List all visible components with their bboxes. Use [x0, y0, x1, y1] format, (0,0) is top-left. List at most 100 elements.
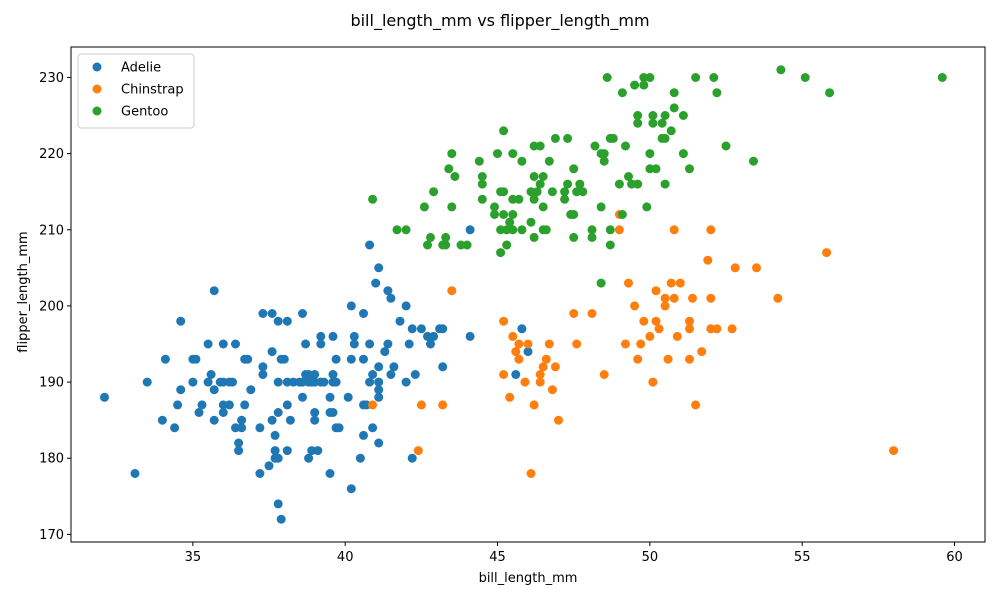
data-point: [499, 187, 509, 197]
data-point: [267, 309, 277, 318]
data-point: [194, 408, 204, 417]
data-point: [493, 149, 502, 159]
data-point: [688, 293, 697, 303]
points-layer: [100, 65, 947, 524]
data-point: [633, 118, 643, 128]
data-point: [538, 172, 548, 181]
data-point: [359, 309, 368, 318]
data-point: [633, 179, 643, 189]
data-point: [374, 385, 384, 395]
data-point: [669, 103, 679, 113]
data-point: [630, 80, 640, 90]
data-point: [255, 423, 265, 433]
data-point: [419, 202, 429, 212]
data-point: [410, 370, 420, 379]
data-point: [447, 202, 457, 212]
data-point: [669, 293, 679, 303]
data-point: [569, 164, 579, 174]
data-point: [490, 202, 499, 212]
series-gentoo: [368, 65, 947, 288]
data-point: [508, 149, 518, 159]
data-point: [825, 88, 835, 98]
data-point: [477, 179, 487, 189]
data-point: [176, 385, 186, 395]
data-point: [712, 324, 722, 334]
data-point: [426, 232, 435, 242]
data-point: [209, 415, 219, 425]
data-point: [389, 362, 399, 372]
data-point: [426, 339, 435, 349]
data-point: [346, 484, 356, 494]
data-point: [438, 400, 448, 410]
legend-label: Gentoo: [121, 105, 168, 120]
data-point: [499, 316, 509, 326]
data-point: [279, 354, 289, 364]
data-point: [587, 309, 597, 318]
data-point: [660, 179, 670, 189]
data-point: [234, 446, 244, 456]
series-chinstrap: [368, 210, 899, 478]
data-point: [633, 111, 643, 120]
data-point: [633, 354, 643, 364]
data-point: [663, 354, 673, 364]
data-point: [395, 316, 405, 326]
y-tick-label: 210: [39, 223, 64, 238]
data-point: [477, 194, 487, 204]
data-point: [206, 370, 216, 379]
data-point: [532, 187, 542, 197]
data-point: [563, 179, 573, 189]
data-point: [651, 286, 661, 296]
data-point: [368, 370, 378, 379]
data-point: [685, 164, 694, 174]
data-point: [386, 370, 396, 379]
data-point: [423, 240, 432, 250]
data-point: [648, 118, 658, 128]
data-point: [176, 316, 186, 326]
data-point: [349, 339, 359, 349]
data-point: [450, 172, 460, 181]
data-point: [599, 149, 609, 159]
data-point: [505, 392, 515, 402]
data-point: [666, 278, 676, 288]
data-point: [429, 331, 439, 341]
data-point: [657, 118, 667, 128]
data-point: [614, 179, 624, 189]
data-point: [691, 73, 701, 82]
data-point: [349, 331, 359, 341]
data-point: [401, 377, 411, 387]
data-point: [621, 141, 630, 151]
y-tick-label: 200: [39, 299, 64, 314]
y-tick-label: 190: [39, 376, 64, 391]
data-point: [304, 453, 314, 463]
data-point: [541, 354, 551, 364]
data-point: [544, 339, 554, 349]
data-point: [228, 377, 237, 387]
data-point: [614, 225, 624, 235]
data-point: [648, 111, 658, 120]
data-point: [218, 339, 228, 349]
data-point: [157, 415, 167, 425]
data-point: [365, 240, 375, 250]
data-point: [569, 210, 579, 219]
data-point: [517, 225, 527, 235]
data-point: [569, 232, 579, 242]
data-point: [706, 293, 716, 303]
data-point: [511, 347, 521, 357]
data-point: [703, 255, 713, 265]
x-axis-label: bill_length_mm: [479, 571, 578, 586]
data-point: [529, 400, 539, 410]
data-point: [374, 263, 384, 273]
data-point: [560, 194, 570, 204]
data-point: [538, 202, 548, 212]
data-point: [310, 408, 320, 417]
x-axis-ticks: 35 40 45 50 55 60: [185, 542, 963, 565]
data-point: [541, 225, 551, 235]
data-point: [666, 126, 676, 136]
data-point: [438, 362, 448, 372]
data-point: [273, 499, 283, 509]
data-point: [237, 423, 247, 433]
data-point: [669, 225, 679, 235]
data-point: [218, 408, 228, 417]
data-point: [721, 141, 731, 151]
data-point: [727, 324, 737, 334]
